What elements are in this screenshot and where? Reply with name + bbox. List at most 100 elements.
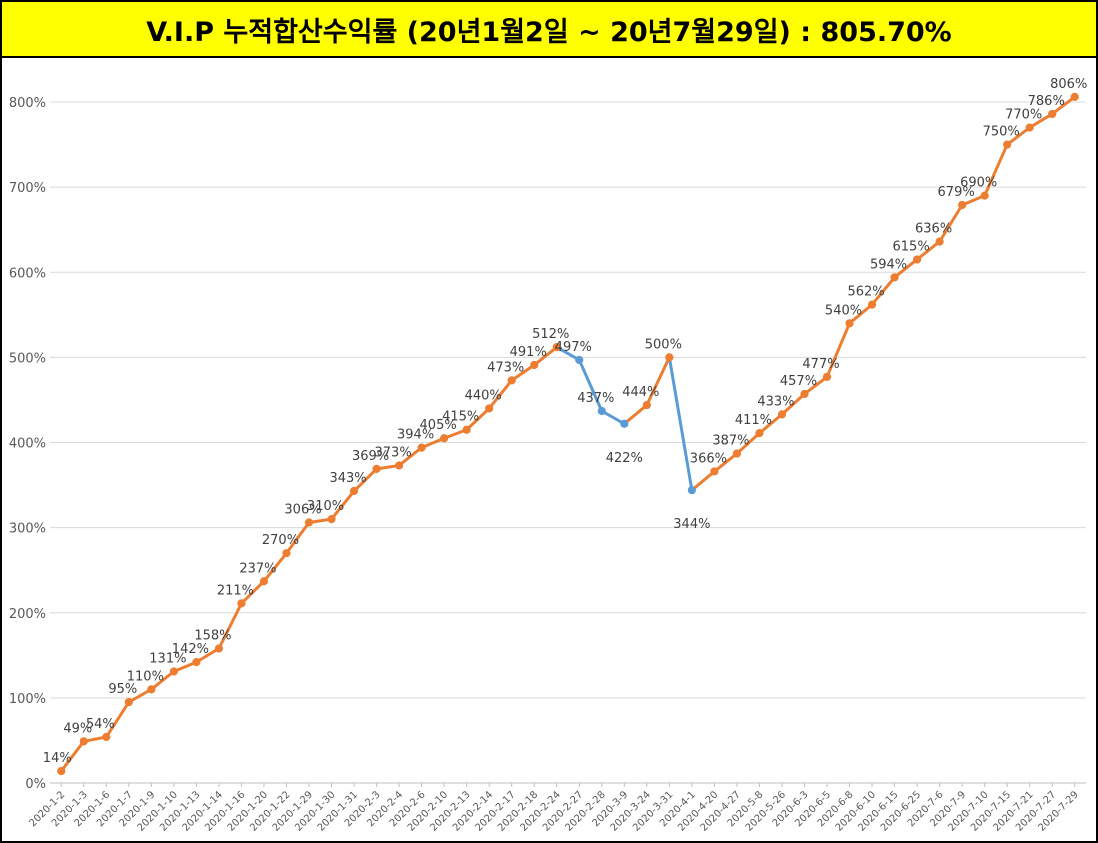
- series-segment: [465, 406, 491, 432]
- series-segment: [1050, 95, 1077, 116]
- series-segment: [645, 355, 671, 407]
- data-label: 49%: [63, 721, 92, 736]
- y-tick-label: 700%: [9, 181, 46, 196]
- series-segment: [622, 403, 649, 426]
- data-point: [214, 644, 224, 653]
- series-segment: [983, 143, 1009, 198]
- data-point: [958, 200, 967, 210]
- data-point: [79, 737, 88, 746]
- data-label: 615%: [893, 239, 930, 254]
- y-tick-label: 0%: [25, 777, 46, 792]
- series-segment: [217, 601, 243, 651]
- data-point: [1070, 92, 1079, 101]
- y-tick-label: 400%: [9, 437, 46, 452]
- series-segment: [757, 412, 784, 435]
- series-segment: [397, 446, 424, 467]
- data-label: 422%: [606, 451, 643, 466]
- series-segment: [690, 469, 716, 492]
- data-label: 95%: [108, 682, 137, 697]
- data-label: 497%: [555, 340, 592, 355]
- data-label: 679%: [938, 185, 975, 200]
- series-segment: [59, 739, 86, 773]
- data-point: [259, 577, 269, 586]
- data-label: 500%: [645, 337, 682, 352]
- data-label: 433%: [757, 394, 794, 409]
- series-segment: [194, 647, 221, 664]
- data-point: [304, 518, 314, 527]
- data-point: [507, 376, 516, 385]
- data-point: [282, 549, 291, 558]
- data-label: 14%: [43, 751, 72, 766]
- data-label: 310%: [307, 499, 344, 514]
- series-segment: [938, 203, 964, 244]
- data-label: 369%: [352, 449, 389, 464]
- series-segment: [239, 579, 266, 605]
- data-label: 306%: [284, 503, 321, 518]
- data-label: 562%: [847, 285, 884, 300]
- data-label: 750%: [983, 125, 1020, 140]
- data-point: [485, 404, 494, 413]
- data-point: [912, 255, 922, 264]
- series-segment: [667, 355, 694, 492]
- chart-title: V.I.P 누적합산수익률 (20년1월2일 ~ 20년7월29일) : 805…: [146, 16, 952, 48]
- series-segment: [510, 363, 536, 382]
- data-point: [372, 464, 381, 473]
- data-label: 211%: [217, 583, 254, 598]
- series-segment: [127, 687, 153, 704]
- y-tick-label: 200%: [9, 607, 46, 622]
- data-point: [867, 300, 877, 309]
- data-point: [980, 191, 989, 200]
- data-point: [237, 599, 246, 608]
- data-point: [597, 406, 606, 416]
- series-segment: [893, 257, 919, 279]
- data-point: [192, 658, 201, 667]
- data-point: [665, 353, 674, 362]
- data-label: 366%: [690, 451, 727, 466]
- data-label: 405%: [420, 418, 457, 433]
- y-tick-label: 600%: [9, 266, 46, 281]
- data-label: 343%: [329, 471, 366, 486]
- data-point: [687, 486, 696, 495]
- series-lines: [59, 95, 1077, 773]
- data-point: [1003, 140, 1012, 149]
- data-point: [1048, 109, 1057, 119]
- data-point: [845, 319, 854, 328]
- data-label: 415%: [442, 410, 479, 425]
- data-label: 373%: [375, 445, 412, 460]
- data-labels: 14% 49%54% 95%110% 131%142%158% 211% 237% 270%…: [43, 77, 1088, 766]
- series-segment: [915, 240, 942, 261]
- data-point: [890, 273, 899, 282]
- data-point: [394, 461, 404, 470]
- data-label: 444%: [622, 385, 659, 400]
- series-segment: [735, 431, 761, 456]
- data-point: [440, 434, 449, 443]
- series-segment: [848, 303, 874, 325]
- data-point: [755, 429, 764, 438]
- data-point: [57, 766, 66, 776]
- data-point: [462, 425, 471, 434]
- data-label: 806%: [1050, 77, 1087, 92]
- data-label: 786%: [1028, 94, 1065, 109]
- series-segment: [600, 409, 626, 426]
- data-label: 540%: [825, 303, 862, 318]
- data-label: 387%: [712, 434, 749, 449]
- data-label: 394%: [397, 428, 434, 443]
- data-label: 594%: [870, 257, 907, 272]
- series-segment: [1005, 126, 1032, 147]
- y-tick-label: 300%: [9, 522, 46, 537]
- data-point: [124, 698, 133, 707]
- data-label: 237%: [239, 561, 276, 576]
- series-segment: [870, 275, 897, 307]
- data-label: 54%: [86, 717, 115, 732]
- y-axis-ticks: 0% 100% 200% 300% 400% 500% 600% 700% 800%: [9, 96, 46, 792]
- data-point: [935, 237, 944, 246]
- data-label: 344%: [673, 517, 710, 532]
- series-segment: [1028, 112, 1054, 130]
- data-label: 158%: [194, 629, 231, 644]
- series-segment: [825, 321, 852, 379]
- series-segment: [262, 551, 288, 583]
- series-segment: [284, 521, 311, 555]
- data-label: 457%: [780, 374, 817, 389]
